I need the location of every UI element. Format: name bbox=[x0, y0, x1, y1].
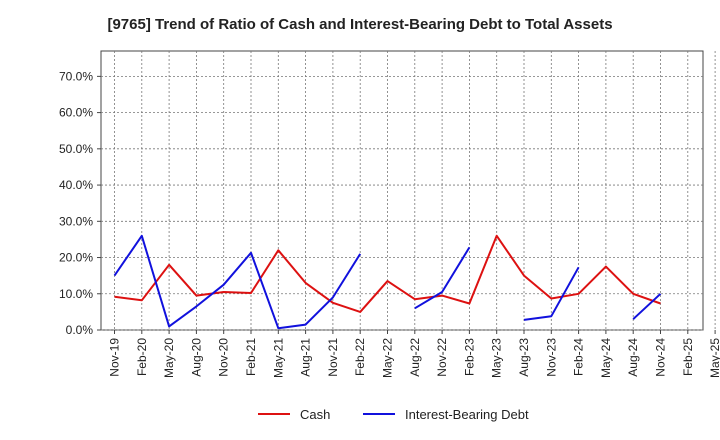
x-tick-label: Nov-19 bbox=[108, 338, 122, 377]
x-tick-label: Feb-21 bbox=[244, 338, 258, 376]
x-tick-label: Feb-24 bbox=[572, 338, 586, 376]
x-tick-label: Feb-22 bbox=[353, 338, 367, 376]
series-line-1 bbox=[523, 266, 580, 321]
x-tick-label: Nov-20 bbox=[217, 338, 231, 377]
x-tick-label: May-23 bbox=[490, 338, 504, 378]
x-tick-label: May-22 bbox=[381, 338, 395, 378]
x-tick-label: Nov-24 bbox=[654, 338, 668, 377]
y-tick-label: 0.0% bbox=[66, 323, 94, 337]
x-tick-label: Nov-22 bbox=[435, 338, 449, 377]
y-tick-label: 40.0% bbox=[59, 178, 93, 192]
legend-label: Interest-Bearing Debt bbox=[405, 407, 529, 422]
x-tick-label: May-24 bbox=[599, 338, 613, 378]
y-tick-label: 50.0% bbox=[59, 142, 93, 156]
y-tick-label: 60.0% bbox=[59, 106, 93, 120]
plot-frame bbox=[100, 50, 704, 331]
y-tick-label: 30.0% bbox=[59, 214, 93, 228]
x-tick-label: Aug-20 bbox=[189, 338, 203, 377]
series-line-1 bbox=[414, 246, 471, 310]
x-tick-label: May-20 bbox=[162, 338, 176, 378]
x-tick-label: Feb-25 bbox=[681, 338, 695, 376]
chart-title: [9765] Trend of Ratio of Cash and Intere… bbox=[107, 16, 613, 33]
series-line-1 bbox=[113, 234, 362, 330]
y-tick-label: 10.0% bbox=[59, 287, 93, 301]
x-tick-label: Aug-24 bbox=[626, 338, 640, 377]
x-tick-label: Nov-21 bbox=[326, 338, 340, 377]
x-tick-label: May-25 bbox=[708, 338, 720, 378]
x-tick-label: May-21 bbox=[271, 338, 285, 378]
x-tick-label: Feb-23 bbox=[462, 338, 476, 376]
x-tick-label: Nov-23 bbox=[544, 338, 558, 377]
y-tick-label: 20.0% bbox=[59, 251, 93, 265]
x-tick-label: Aug-21 bbox=[299, 338, 313, 377]
x-tick-label: Feb-20 bbox=[135, 338, 149, 376]
series-line-0 bbox=[114, 234, 661, 313]
y-tick-label: 70.0% bbox=[59, 69, 93, 83]
x-tick-label: Aug-23 bbox=[517, 338, 531, 377]
x-tick-label: Aug-22 bbox=[408, 338, 422, 377]
series-line-1 bbox=[632, 293, 662, 320]
legend-label: Cash bbox=[300, 407, 330, 422]
